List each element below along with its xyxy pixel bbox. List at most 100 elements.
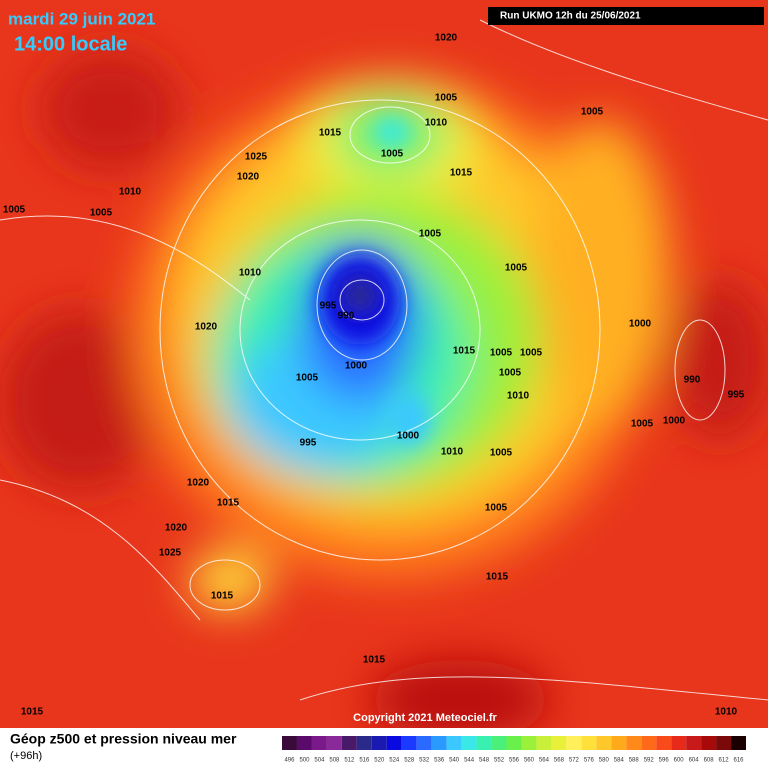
scale-label: 608	[704, 758, 715, 764]
scale-swatch	[566, 736, 582, 750]
scale-label: 612	[719, 758, 730, 764]
isobar-label: 1005	[520, 348, 543, 359]
copyright: Copyright 2021 Meteociel.fr	[353, 712, 497, 724]
isobar-label: 1020	[187, 478, 210, 489]
scale-label: 512	[344, 758, 355, 764]
isobar-label: 1010	[715, 707, 738, 718]
scale-swatch	[551, 736, 567, 750]
isobar-label: 1005	[505, 263, 528, 274]
color-scale: 496 500 504 508 512 516 520 524 528 532 536 540 544 5…	[282, 736, 746, 764]
isobar-label: 1000	[629, 319, 652, 330]
scale-swatch	[311, 736, 327, 750]
isobar-label: 1015	[363, 655, 386, 666]
scale-label: 552	[494, 758, 505, 764]
scale-label: 528	[404, 758, 415, 764]
map-field	[0, 0, 768, 740]
isobar-label: 1010	[441, 447, 464, 458]
time: 14:00 locale	[14, 33, 127, 55]
isobar-label: 1005	[581, 107, 604, 118]
scale-swatch	[371, 736, 387, 750]
isobar-label: 1025	[245, 152, 268, 163]
isobar-label: 1015	[486, 572, 509, 583]
isobar-label: 995	[300, 438, 317, 449]
isobar-label: 1015	[453, 346, 476, 357]
isobar-label: 1020	[165, 523, 188, 534]
scale-label: 524	[389, 758, 400, 764]
isobar-label: 1005	[419, 229, 442, 240]
scale-label: 544	[464, 758, 475, 764]
scale-label: 520	[374, 758, 385, 764]
scale-swatch	[476, 736, 492, 750]
scale-label: 496	[284, 758, 295, 764]
scale-swatch	[731, 736, 746, 750]
isobar-label: 1005	[490, 348, 513, 359]
scale-label: 532	[419, 758, 430, 764]
isobar-label: 1005	[499, 368, 522, 379]
scale-label: 560	[524, 758, 535, 764]
scale-swatch	[596, 736, 612, 750]
isobar-label: 1005	[490, 448, 513, 459]
isobar-label: 1000	[397, 431, 420, 442]
run-info: Run UKMO 12h du 25/06/2021	[500, 11, 641, 22]
scale-swatch	[671, 736, 687, 750]
isobar-label: 1020	[435, 33, 458, 44]
date: mardi 29 juin 2021	[8, 9, 155, 28]
scale-swatch	[431, 736, 447, 750]
isobar-label: 1005	[485, 503, 508, 514]
scale-swatch	[491, 736, 507, 750]
scale-label: 592	[644, 758, 655, 764]
isobar-label: 1025	[159, 548, 182, 559]
scale-swatch	[641, 736, 657, 750]
scale-swatch	[686, 736, 702, 750]
isobar-label: 1005	[381, 149, 404, 160]
scale-label: 548	[479, 758, 490, 764]
scale-label: 576	[584, 758, 595, 764]
scale-label: 580	[599, 758, 610, 764]
scale-swatch	[296, 736, 312, 750]
isobar-label: 1020	[195, 322, 218, 333]
isobar-label: 1005	[435, 93, 458, 104]
isobar-label: 1010	[507, 391, 530, 402]
run-box	[488, 7, 764, 25]
isobar-label: 995	[320, 301, 337, 312]
scale-label: 536	[434, 758, 445, 764]
isobar-label: 1015	[319, 128, 342, 139]
scale-label: 588	[629, 758, 640, 764]
scale-swatch	[716, 736, 732, 750]
scale-swatch	[581, 736, 597, 750]
scale-swatch	[446, 736, 462, 750]
isobar-label: 995	[728, 390, 745, 401]
scale-swatch	[506, 736, 522, 750]
isobar-label: 1010	[119, 187, 142, 198]
isobar-label: 990	[684, 375, 701, 386]
isobar-label: 1015	[217, 498, 240, 509]
scale-swatch	[626, 736, 642, 750]
isobar-label: 1005	[296, 373, 319, 384]
isobar-label: 1005	[631, 419, 654, 430]
isobar-label: 1000	[345, 361, 368, 372]
scale-label: 564	[539, 758, 550, 764]
scale-swatch	[701, 736, 717, 750]
isobar-label: 1015	[21, 707, 44, 718]
isobar-label: 990	[338, 311, 355, 322]
isobar-label: 1010	[239, 268, 262, 279]
isobar-label: 1005	[3, 205, 26, 216]
scale-label: 556	[509, 758, 520, 764]
scale-swatch	[656, 736, 672, 750]
scale-label: 540	[449, 758, 460, 764]
isobar-label: 1020	[237, 172, 260, 183]
scale-swatch	[356, 736, 372, 750]
scale-swatch	[461, 736, 477, 750]
scale-label: 508	[329, 758, 340, 764]
scale-label: 516	[359, 758, 370, 764]
scale-label: 584	[614, 758, 625, 764]
scale-label: 600	[674, 758, 685, 764]
scale-swatch	[282, 736, 297, 750]
isobar-labels: 1020 1005 1010 1005 1015 1005 1025 1020 1015 1010…	[3, 33, 745, 718]
scale-swatch	[611, 736, 627, 750]
scale-label: 572	[569, 758, 580, 764]
scale-swatch	[401, 736, 417, 750]
isobar-label: 1015	[211, 591, 234, 602]
scale-swatch	[341, 736, 357, 750]
